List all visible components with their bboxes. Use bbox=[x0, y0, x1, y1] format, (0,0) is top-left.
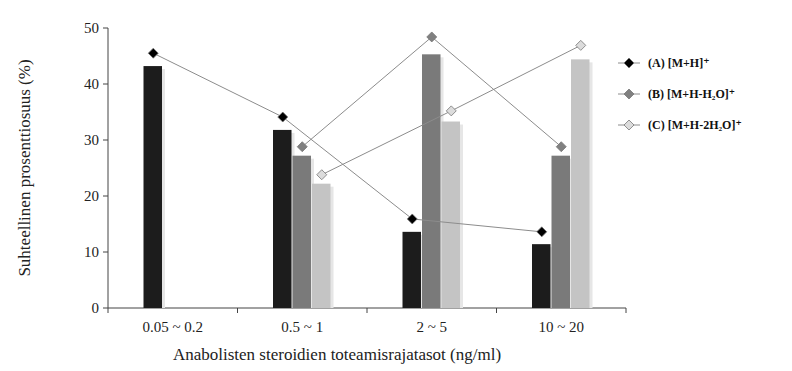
bar-series bbox=[144, 66, 554, 308]
y-axis-title: Suhteellinen prosenttiosuus (%) bbox=[15, 59, 34, 276]
x-tick-label: 0.05 ~ 0.2 bbox=[142, 319, 203, 335]
bar bbox=[144, 66, 163, 308]
chart: 0 10 20 30 40 50 0.05 ~ 0.2 0.5 ~ 1 2 ~ 5 10 ~ 20… bbox=[0, 0, 792, 371]
legend-label: (C) [M+H-2H₂O]⁺ bbox=[648, 118, 742, 132]
marker-diamond bbox=[556, 142, 566, 152]
marker-diamond bbox=[297, 142, 307, 152]
legend: (A) [M+H]⁺ (B) [M+H-H₂O]⁺ (C) [M+H-2H₂O]⁺ bbox=[618, 56, 742, 132]
y-tick bbox=[103, 196, 108, 197]
marker-diamond bbox=[446, 106, 456, 116]
bar bbox=[403, 232, 422, 308]
marker-diamond bbox=[278, 112, 288, 122]
x-tick bbox=[496, 308, 497, 313]
y-tick bbox=[103, 84, 108, 85]
legend-marker bbox=[624, 120, 634, 130]
marker-diamond bbox=[427, 32, 437, 42]
x-tick-label: 0.5 ~ 1 bbox=[281, 319, 323, 335]
y-tick bbox=[103, 140, 108, 141]
line-series bbox=[297, 32, 566, 152]
legend-label: (A) [M+H]⁺ bbox=[648, 56, 709, 70]
line bbox=[322, 45, 581, 174]
marker-diamond bbox=[148, 48, 158, 58]
x-tick-label: 2 ~ 5 bbox=[416, 319, 447, 335]
line-series bbox=[148, 48, 547, 237]
bar-series bbox=[312, 59, 593, 308]
bar bbox=[273, 130, 292, 308]
line-series bbox=[317, 40, 586, 179]
y-tick bbox=[103, 28, 108, 29]
line bbox=[153, 53, 542, 232]
bar bbox=[293, 156, 312, 308]
bar bbox=[442, 122, 461, 308]
bar bbox=[552, 156, 571, 308]
x-tick bbox=[108, 308, 109, 313]
legend-marker bbox=[624, 89, 634, 99]
y-tick bbox=[103, 252, 108, 253]
marker-diamond bbox=[537, 227, 547, 237]
y-tick-label: 40 bbox=[84, 76, 99, 92]
bar bbox=[312, 184, 331, 308]
y-tick-label: 50 bbox=[84, 20, 99, 36]
y-tick bbox=[103, 308, 108, 309]
bar bbox=[422, 54, 441, 308]
y-tick-label: 0 bbox=[92, 300, 100, 316]
y-tick-label: 20 bbox=[84, 188, 99, 204]
x-tick bbox=[237, 308, 238, 313]
marker-diamond bbox=[317, 170, 327, 180]
bar bbox=[571, 59, 590, 308]
plot-area bbox=[144, 32, 593, 308]
y-tick-label: 30 bbox=[84, 132, 99, 148]
y-tick-label: 10 bbox=[84, 244, 99, 260]
bar-series bbox=[293, 54, 574, 308]
x-tick bbox=[367, 308, 368, 313]
legend-label: (B) [M+H-H₂O]⁺ bbox=[648, 87, 735, 101]
x-tick bbox=[626, 308, 627, 313]
line bbox=[302, 37, 561, 147]
y-axis bbox=[108, 28, 109, 308]
bar bbox=[532, 244, 551, 308]
x-tick-label: 10 ~ 20 bbox=[538, 319, 584, 335]
marker-diamond bbox=[576, 40, 586, 50]
marker-diamond bbox=[407, 214, 417, 224]
legend-marker bbox=[624, 58, 634, 68]
x-axis-title: Anabolisten steroidien toteamisrajatasot… bbox=[173, 345, 501, 364]
